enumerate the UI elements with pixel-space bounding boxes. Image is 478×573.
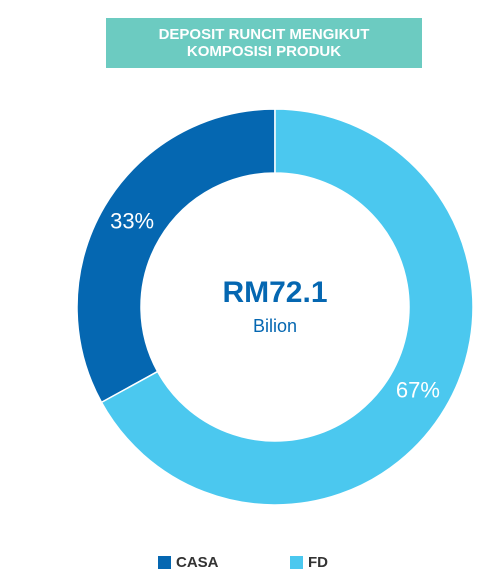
donut-segment [76,108,276,404]
donut-segment [100,108,474,506]
chart-title: DEPOSIT RUNCIT MENGIKUT KOMPOSISI PRODUK [158,26,370,60]
data-label: 67% [396,377,440,402]
data-label: 33% [110,208,154,233]
legend-label: CASA [176,554,219,571]
center-sublabel: Bilion [253,316,297,336]
legend-swatch [158,556,171,569]
legend-swatch [290,556,303,569]
title-banner: DEPOSIT RUNCIT MENGIKUT KOMPOSISI PRODUK [106,18,422,68]
legend-label: FD [308,554,328,571]
center-label: RM72.1 [222,276,327,309]
